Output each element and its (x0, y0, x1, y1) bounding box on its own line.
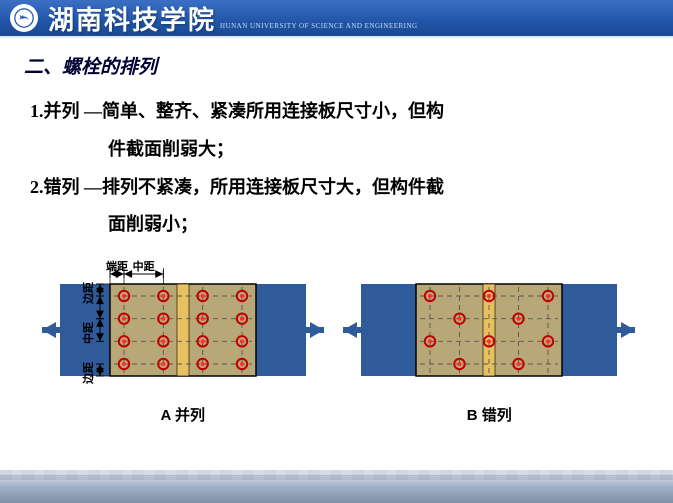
svg-text:中距: 中距 (81, 322, 95, 344)
svg-text:中距: 中距 (132, 259, 154, 273)
figure-b: B 错列 (339, 248, 639, 425)
item-body-cont: 面削弱小； (108, 206, 653, 244)
svg-text:边距: 边距 (81, 282, 95, 305)
footer-scenery (0, 475, 673, 503)
logo-icon (10, 4, 38, 32)
item-lead: 错列 (44, 177, 80, 197)
item-num: 2. (30, 177, 44, 197)
item-lead: 并列 (44, 101, 80, 121)
svg-text:边距: 边距 (81, 362, 95, 385)
list-item-1: 1.并列 —简单、整齐、紧凑所用连接板尺寸小，但构 件截面削弱大； (30, 93, 653, 169)
section-title: 二、螺栓的排列 (24, 52, 653, 79)
university-subtitle: HUNAN UNIVERSITY OF SCIENCE AND ENGINEER… (220, 22, 418, 30)
item-body: —排列不紧凑，所用连接板尺寸大，但构件截 (84, 177, 444, 197)
item-body: —简单、整齐、紧凑所用连接板尺寸小，但构 (84, 101, 444, 121)
diagram-parallel: 端距中距边距中距边距 (38, 248, 328, 398)
diagram-stagger (339, 248, 639, 398)
figures-row: 端距中距边距中距边距 A 并列 B 错列 (24, 248, 653, 425)
svg-text:端距: 端距 (106, 259, 128, 273)
figure-a-caption: A 并列 (161, 404, 205, 425)
list-item-2: 2.错列 —排列不紧凑，所用连接板尺寸大，但构件截 面削弱小； (30, 169, 653, 245)
figure-b-caption: B 错列 (467, 404, 512, 425)
figure-a: 端距中距边距中距边距 A 并列 (38, 248, 328, 425)
item-num: 1. (30, 101, 44, 121)
item-body-cont: 件截面削弱大； (108, 131, 653, 169)
header: 湖南科技学院 HUNAN UNIVERSITY OF SCIENCE AND E… (0, 0, 673, 38)
slide-content: 二、螺栓的排列 1.并列 —简单、整齐、紧凑所用连接板尺寸小，但构 件截面削弱大… (0, 38, 673, 425)
university-name: 湖南科技学院 (48, 0, 216, 37)
